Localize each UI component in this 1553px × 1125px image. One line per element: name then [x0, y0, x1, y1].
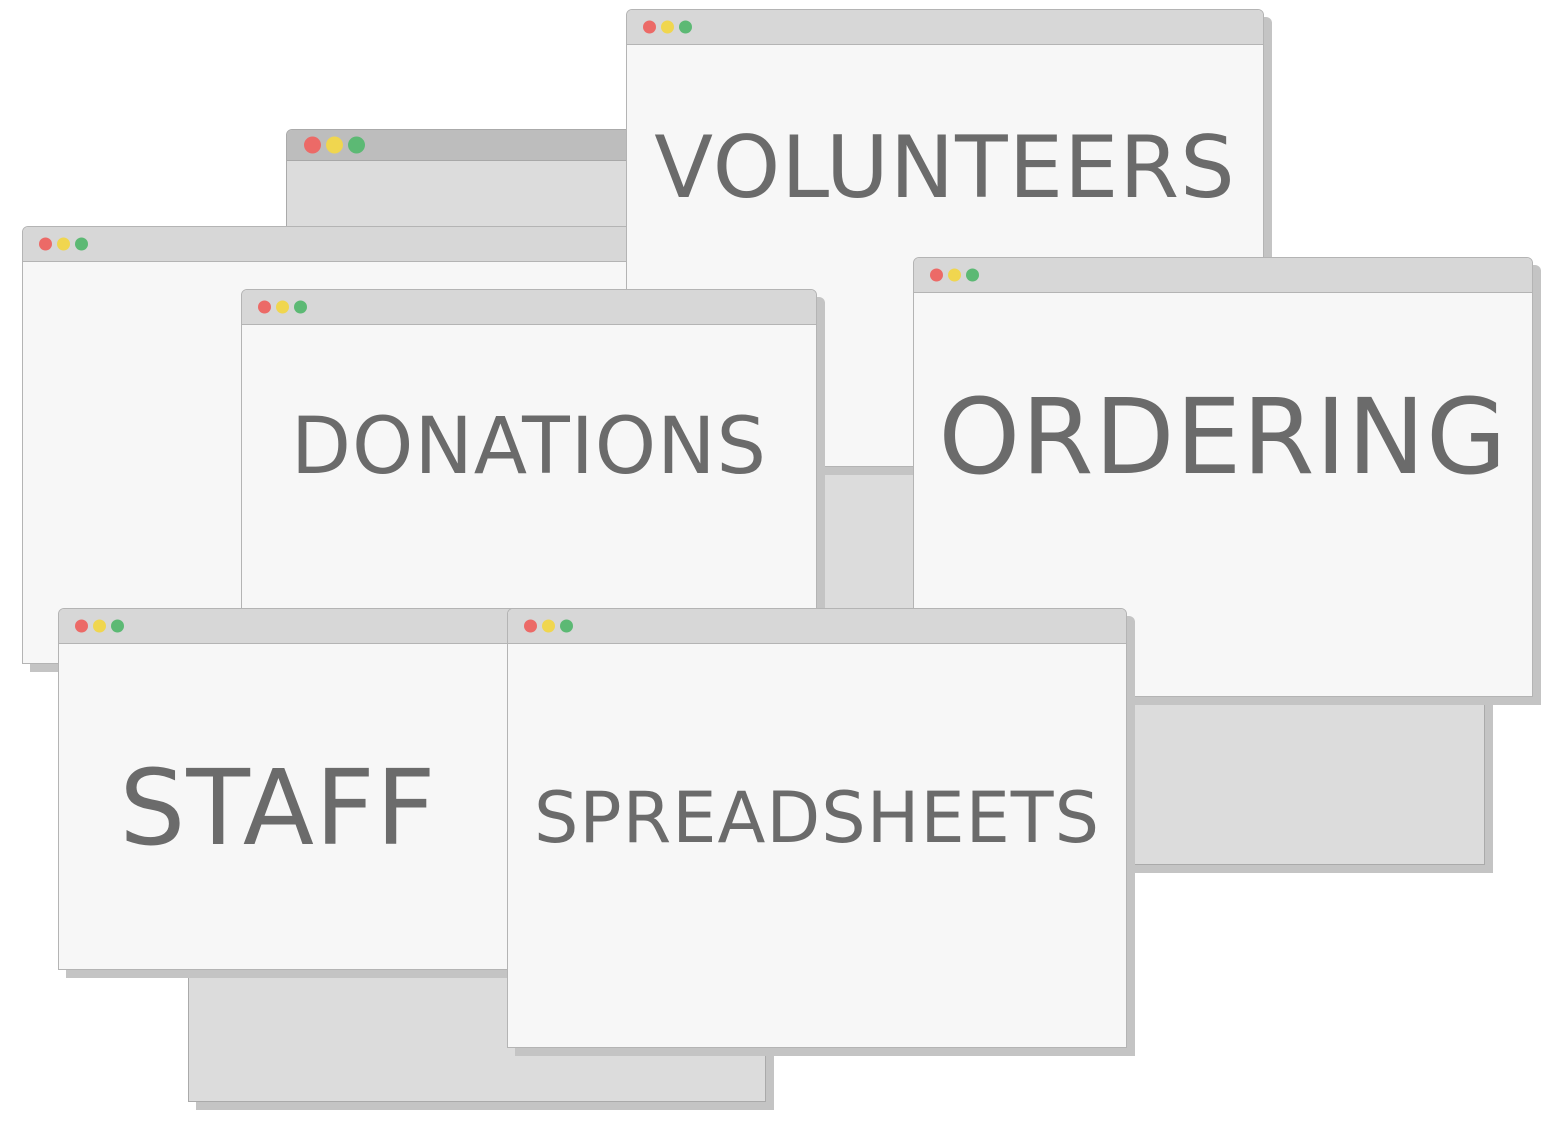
window-controls: [643, 20, 692, 34]
maximize-dot-icon[interactable]: [560, 619, 573, 633]
minimize-dot-icon[interactable]: [326, 136, 343, 154]
close-dot-icon[interactable]: [930, 268, 943, 282]
close-dot-icon[interactable]: [524, 619, 537, 633]
volunteers-label: VOLUNTEERS: [654, 118, 1236, 218]
close-dot-icon[interactable]: [75, 619, 88, 633]
window-controls: [258, 300, 307, 314]
window-controls: [39, 237, 88, 251]
minimize-dot-icon[interactable]: [93, 619, 106, 633]
staff-window[interactable]: STAFF: [58, 608, 528, 970]
window-title-bar[interactable]: [508, 609, 1126, 644]
spreadsheets-label: SPREADSHEETS: [533, 777, 1101, 859]
window-title-bar[interactable]: [914, 258, 1532, 293]
maximize-dot-icon[interactable]: [966, 268, 979, 282]
maximize-dot-icon[interactable]: [75, 237, 88, 251]
window-title-bar[interactable]: [242, 290, 816, 325]
ordering-label: ORDERING: [938, 376, 1508, 498]
maximize-dot-icon[interactable]: [348, 136, 365, 154]
close-dot-icon[interactable]: [258, 300, 271, 314]
minimize-dot-icon[interactable]: [57, 237, 70, 251]
maximize-dot-icon[interactable]: [679, 20, 692, 34]
minimize-dot-icon[interactable]: [661, 20, 674, 34]
window-controls: [930, 268, 979, 282]
close-dot-icon[interactable]: [643, 20, 656, 34]
window-title-bar[interactable]: [23, 227, 661, 262]
minimize-dot-icon[interactable]: [948, 268, 961, 282]
window-title-bar[interactable]: [59, 609, 527, 644]
minimize-dot-icon[interactable]: [542, 619, 555, 633]
window-controls: [304, 136, 365, 154]
donations-label: DONATIONS: [290, 402, 767, 492]
window-title-bar[interactable]: [287, 130, 685, 161]
maximize-dot-icon[interactable]: [294, 300, 307, 314]
minimize-dot-icon[interactable]: [276, 300, 289, 314]
window-controls: [75, 619, 124, 633]
window-controls: [524, 619, 573, 633]
window-title-bar[interactable]: [627, 10, 1263, 45]
staff-label: STAFF: [119, 747, 437, 869]
maximize-dot-icon[interactable]: [111, 619, 124, 633]
close-dot-icon[interactable]: [304, 136, 321, 154]
spreadsheets-window[interactable]: SPREADSHEETS: [507, 608, 1127, 1048]
close-dot-icon[interactable]: [39, 237, 52, 251]
